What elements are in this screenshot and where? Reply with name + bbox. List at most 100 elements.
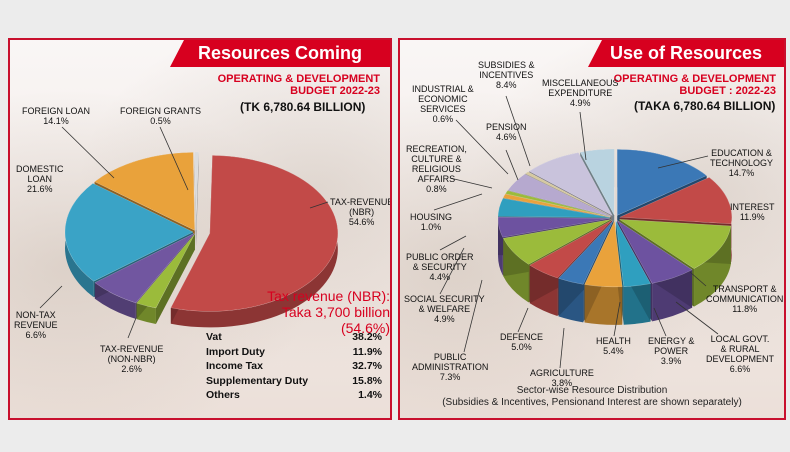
slice-value-label: 54.6% xyxy=(348,217,375,227)
pie-slice-1-8 xyxy=(502,219,611,265)
slice-label-0-5: FOREIGN GRANTS 0.5% xyxy=(120,106,201,126)
use-pie-chart xyxy=(433,95,733,369)
leader-line-1-2 xyxy=(689,271,707,287)
slice-value-label: 3.9% xyxy=(660,356,682,366)
tax-row-value: 11.9% xyxy=(352,345,382,358)
slice-label-line: DOMESTIC xyxy=(16,164,64,174)
leader-line-1-5 xyxy=(613,301,621,337)
pie-slice-1-6 xyxy=(558,220,614,285)
slice-value-label: 0.5% xyxy=(150,116,171,126)
tax-row-value: 1.4% xyxy=(358,389,382,401)
slice-value-label: 0.8% xyxy=(426,184,447,194)
resources-panel: Resources Coming From OPERATING & DEVELO… xyxy=(8,38,392,420)
pie-slice-1-7 xyxy=(529,220,613,279)
slice-value-label: 4.4% xyxy=(429,272,451,282)
slice-label-1-4: ENERGY & POWER 3.9% xyxy=(648,336,694,366)
slice-label-0-0: TAX-REVENUE (NBR) 54.6% xyxy=(330,197,390,227)
tax-breakdown-table: Vat 38.2% Import Duty 11.9% Income Tax 32.7% S… xyxy=(206,331,382,404)
slice-value-label: 4.9% xyxy=(570,98,591,108)
leader-line-1-4 xyxy=(653,307,667,337)
pie-slice-1-5 xyxy=(584,220,623,288)
tax-row-value: 32.7% xyxy=(352,360,382,372)
slice-label-1-14: INDUSTRIAL & ECONOMIC SERVICES 0.6% xyxy=(412,84,474,124)
pie-slice-1-2 xyxy=(618,219,732,269)
resources-subtitle: OPERATING & DEVELOPMENT BUDGET 2022-23 xyxy=(218,73,380,97)
pie-slice-0-1 xyxy=(136,233,196,309)
slice-value-label: 7.3% xyxy=(439,372,461,382)
tax-row: Income Tax 32.7% xyxy=(206,360,382,375)
slice-label-0-4: FOREIGN LOAN 14.1% xyxy=(22,106,90,126)
slice-value-label: 5.0% xyxy=(511,342,532,352)
leader-line-0-5 xyxy=(159,126,189,191)
slice-label-1-3: LOCAL GOVT. & RURAL DEVELOPMENT 6.6% xyxy=(706,334,774,374)
slice-label-1-10: PUBLIC ORDER & SECURITY 4.4% xyxy=(406,252,474,282)
slice-label-line: ADMINISTRATION xyxy=(412,362,489,372)
slice-label-line: ECONOMIC xyxy=(418,94,468,104)
resources-subtitle-line2: BUDGET 2022-23 xyxy=(290,85,380,97)
slice-label-line: & WELFARE xyxy=(418,304,471,314)
use-banner: Use of Resources xyxy=(588,40,784,67)
pie-slice-1-0 xyxy=(616,149,708,216)
tax-row-name: Supplementary Duty xyxy=(206,374,309,387)
slice-value-label: 4.9% xyxy=(434,314,455,324)
pie-slice-0-4 xyxy=(94,152,195,231)
tax-row: Others 1.4% xyxy=(206,389,382,404)
leader-line-0-4 xyxy=(61,126,115,179)
slice-label-line: (NBR) xyxy=(349,207,375,217)
slice-label-1-13: PENSION 4.6% xyxy=(486,122,527,142)
slice-label-line: DEVELOPMENT xyxy=(706,354,775,364)
slice-label-line: TECHNOLOGY xyxy=(710,158,774,168)
resources-subtitle-line1: OPERATING & DEVELOPMENT xyxy=(217,73,380,85)
slice-label-line: CULTURE & xyxy=(411,154,462,164)
slice-label-line: EDUCATION & xyxy=(711,148,772,158)
slice-value-label: 6.6% xyxy=(25,330,47,340)
slice-label-line: HEALTH xyxy=(596,336,631,346)
pie-slice-1-11 xyxy=(502,193,611,218)
leader-line-1-8 xyxy=(463,279,483,353)
slice-label-line: LOCAL GOVT. xyxy=(710,334,770,344)
slice-value-label: 0.6% xyxy=(432,114,454,124)
pie-slice-1-13 xyxy=(507,173,611,217)
slice-label-line: (NON-NBR) xyxy=(107,354,156,364)
slice-label-line: NON-TAX xyxy=(15,310,56,320)
caption-line1: Sector-wise Resource Distribution xyxy=(516,385,668,396)
use-subtitle-line2: BUDGET : 2022-23 xyxy=(679,85,776,97)
slice-value-label: 5.4% xyxy=(603,346,624,356)
resources-pie-chart xyxy=(39,126,339,339)
pie-slice-1-10 xyxy=(497,198,611,218)
leader-line-1-11 xyxy=(433,193,483,211)
pie-slice-1-9 xyxy=(497,216,611,238)
slice-label-line: COMMUNICATION xyxy=(706,294,784,304)
tax-row-name: Income Tax xyxy=(206,360,263,372)
slice-label-0-2: NON-TAX REVENUE 6.6% xyxy=(14,310,58,340)
slice-label-line: SERVICES xyxy=(420,104,466,114)
slice-value-label: 11.8% xyxy=(732,304,758,314)
slice-label-1-7: DEFENCE 5.0% xyxy=(500,332,543,352)
tax-heading-line2: Taka 3,700 billion (54.6%) xyxy=(281,304,390,336)
slice-label-line: REVENUE xyxy=(14,320,58,330)
slice-value-label: 21.6% xyxy=(26,184,53,194)
tax-row: Vat 38.2% xyxy=(206,331,382,346)
pie-slice-0-5 xyxy=(194,151,199,231)
slice-label-1-9: SOCIAL SECURITY & WELFARE 4.9% xyxy=(404,294,485,324)
slice-value-label: 6.6% xyxy=(729,364,751,374)
slice-label-line: HOUSING xyxy=(410,212,453,222)
slice-label-line: INCENTIVES xyxy=(479,70,534,80)
leader-line-1-3 xyxy=(675,301,719,335)
slice-label-line: & RURAL xyxy=(720,344,760,354)
use-total: (TAKA 6,780.64 BILLION) xyxy=(634,99,776,113)
slice-label-line: FOREIGN LOAN xyxy=(22,106,91,116)
resources-total: (TK 6,780.64 BILLION) xyxy=(240,100,366,114)
pie-slice-0-3 xyxy=(64,183,194,282)
leader-line-1-0 xyxy=(657,155,709,169)
use-subtitle-line1: OPERATING & DEVELOPMENT xyxy=(613,73,776,85)
leader-line-1-10 xyxy=(439,235,467,251)
slice-label-1-6: AGRICULTURE 3.8% xyxy=(530,368,594,388)
leader-line-1-12 xyxy=(449,177,493,189)
pie-slice-1-3 xyxy=(617,220,693,284)
leader-line-0-2 xyxy=(39,285,63,309)
slice-label-line: POWER xyxy=(654,346,689,356)
slice-label-line: SUBSIDIES & xyxy=(478,60,535,70)
slice-label-line: SOCIAL SECURITY xyxy=(404,294,485,304)
slice-value-label: 8.4% xyxy=(496,80,517,90)
